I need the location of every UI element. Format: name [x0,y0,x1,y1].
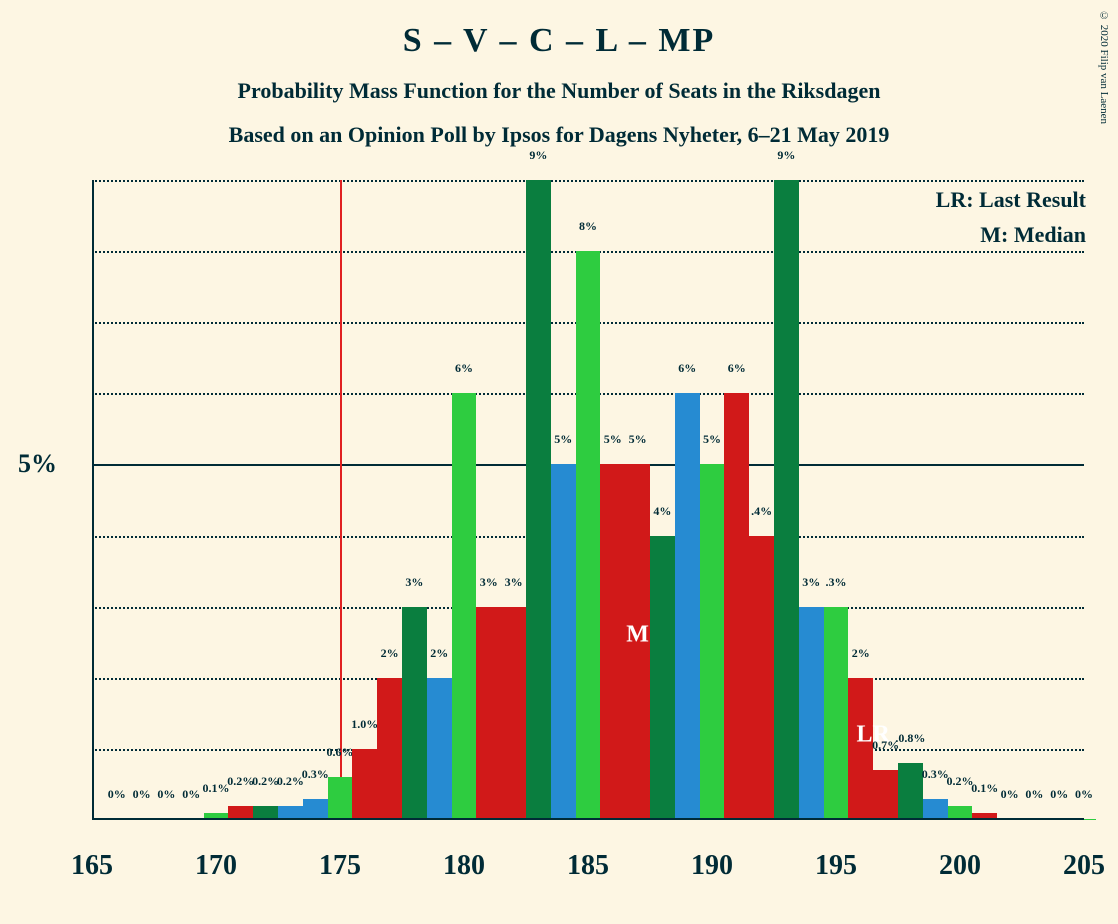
bar-value-label: 0% [157,787,175,802]
bar [427,678,452,820]
bar-value-label: 0% [133,787,151,802]
bar [377,678,402,820]
bar [476,607,501,820]
bar [352,749,377,820]
y-axis-line [92,180,94,820]
x-axis-tick-label: 170 [195,850,237,882]
bar [501,607,526,820]
bar-value-label: 0.3% [922,767,949,782]
bar-value-label: 0.3% [302,767,329,782]
bar [675,393,700,820]
bar [303,799,328,820]
copyright-text: © 2020 Filip van Laenen [1098,10,1110,124]
bar [923,799,948,820]
bar-value-label: 0.6% [327,745,354,760]
bar-value-label: 0% [182,787,200,802]
bar [799,607,824,820]
bar-value-label: 0.1% [203,781,230,796]
bar-value-label: 2% [381,646,399,661]
bar [600,464,625,820]
bar-value-label: 0% [1050,787,1068,802]
bar-value-label: 3% [480,575,498,590]
bar-value-label: 0.1% [971,781,998,796]
bar-value-label: 2% [852,646,870,661]
bar-value-label: 0% [1075,787,1093,802]
bar-value-label: 0.2% [252,774,279,789]
bar-value-label: 0% [108,787,126,802]
bar-value-label: 5% [554,432,572,447]
bar-value-label: 0% [1025,787,1043,802]
chart-plot-area: 0%0%0%0%0.1%0.2%0.2%0.2%0.3%0.6%1.0%2%3%… [92,180,1084,820]
x-axis-tick-label: 165 [71,850,113,882]
bar-value-label: .0.8% [895,731,925,746]
x-axis-tick-label: 180 [443,850,485,882]
bar-value-label: 3% [802,575,820,590]
bar [650,536,675,820]
bar [774,180,799,820]
bar [526,180,551,820]
bar-value-label: 3% [505,575,523,590]
bar-value-label: 5% [629,432,647,447]
x-axis-tick-label: 175 [319,850,361,882]
bar-value-label: 0.2% [947,774,974,789]
bar-value-label: 1.0% [351,717,378,732]
x-axis-tick-label: 185 [567,850,609,882]
bar-value-label: 6% [455,361,473,376]
bar-value-label: .3% [826,575,847,590]
majority-threshold-line [340,180,342,820]
x-axis-tick-label: 190 [691,850,733,882]
y-axis-tick-label: 5% [18,449,57,479]
bar-value-label: 3% [405,575,423,590]
chart-subtitle-2: Based on an Opinion Poll by Ipsos for Da… [0,122,1118,148]
bar [848,678,873,820]
gridline-minor [92,180,1084,182]
bar-value-label: 9% [777,148,795,163]
bar [452,393,477,820]
bar-value-label: 0.2% [227,774,254,789]
bar [402,607,427,820]
bar-value-label: 2% [430,646,448,661]
bar-value-label: 4% [653,504,671,519]
bar [551,464,576,820]
bar-value-label: 5% [604,432,622,447]
bar [749,536,774,820]
last-result-marker: LR [857,721,890,748]
bar [724,393,749,820]
bar-value-label: 6% [678,361,696,376]
chart-subtitle-1: Probability Mass Function for the Number… [0,78,1118,104]
x-axis-line [92,818,1084,820]
bar [700,464,725,820]
bar [873,770,898,820]
bar-value-label: 9% [529,148,547,163]
bar-value-label: 5% [703,432,721,447]
bar-value-label: 0.2% [277,774,304,789]
chart-title: S – V – C – L – MP [0,0,1118,60]
x-axis-tick-label: 195 [815,850,857,882]
bar-value-label: 0% [1001,787,1019,802]
x-axis-tick-label: 200 [939,850,981,882]
bar [824,607,849,820]
bar-value-label: 8% [579,219,597,234]
bar-value-label: 6% [728,361,746,376]
x-axis-tick-label: 205 [1063,850,1105,882]
bar-value-label: .4% [751,504,772,519]
bar [576,251,601,820]
bar [328,777,353,820]
median-marker: M [626,622,649,649]
bar [898,763,923,820]
